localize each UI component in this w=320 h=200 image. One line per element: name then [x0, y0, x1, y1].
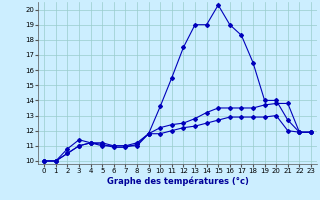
X-axis label: Graphe des températures (°c): Graphe des températures (°c) [107, 177, 249, 186]
